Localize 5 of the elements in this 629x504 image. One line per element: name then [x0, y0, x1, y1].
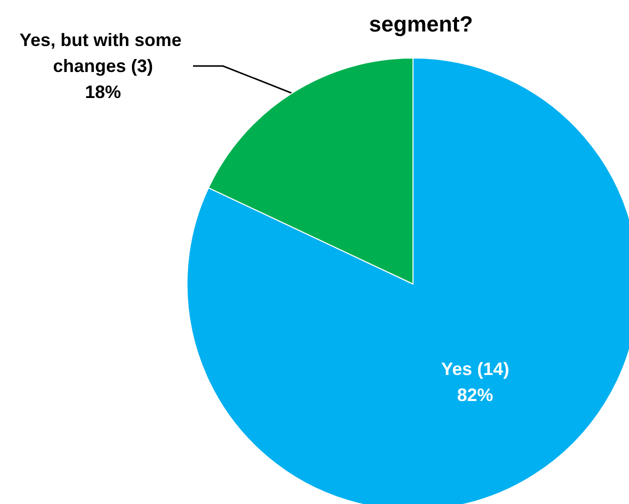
chart-title: segment?: [369, 12, 473, 36]
slice-label: Yes, but with some changes (3): [19, 30, 187, 76]
data-label: 18%: [84, 82, 122, 102]
slice-label: Yes (14): [441, 358, 510, 379]
data-label: 82%: [457, 384, 494, 405]
